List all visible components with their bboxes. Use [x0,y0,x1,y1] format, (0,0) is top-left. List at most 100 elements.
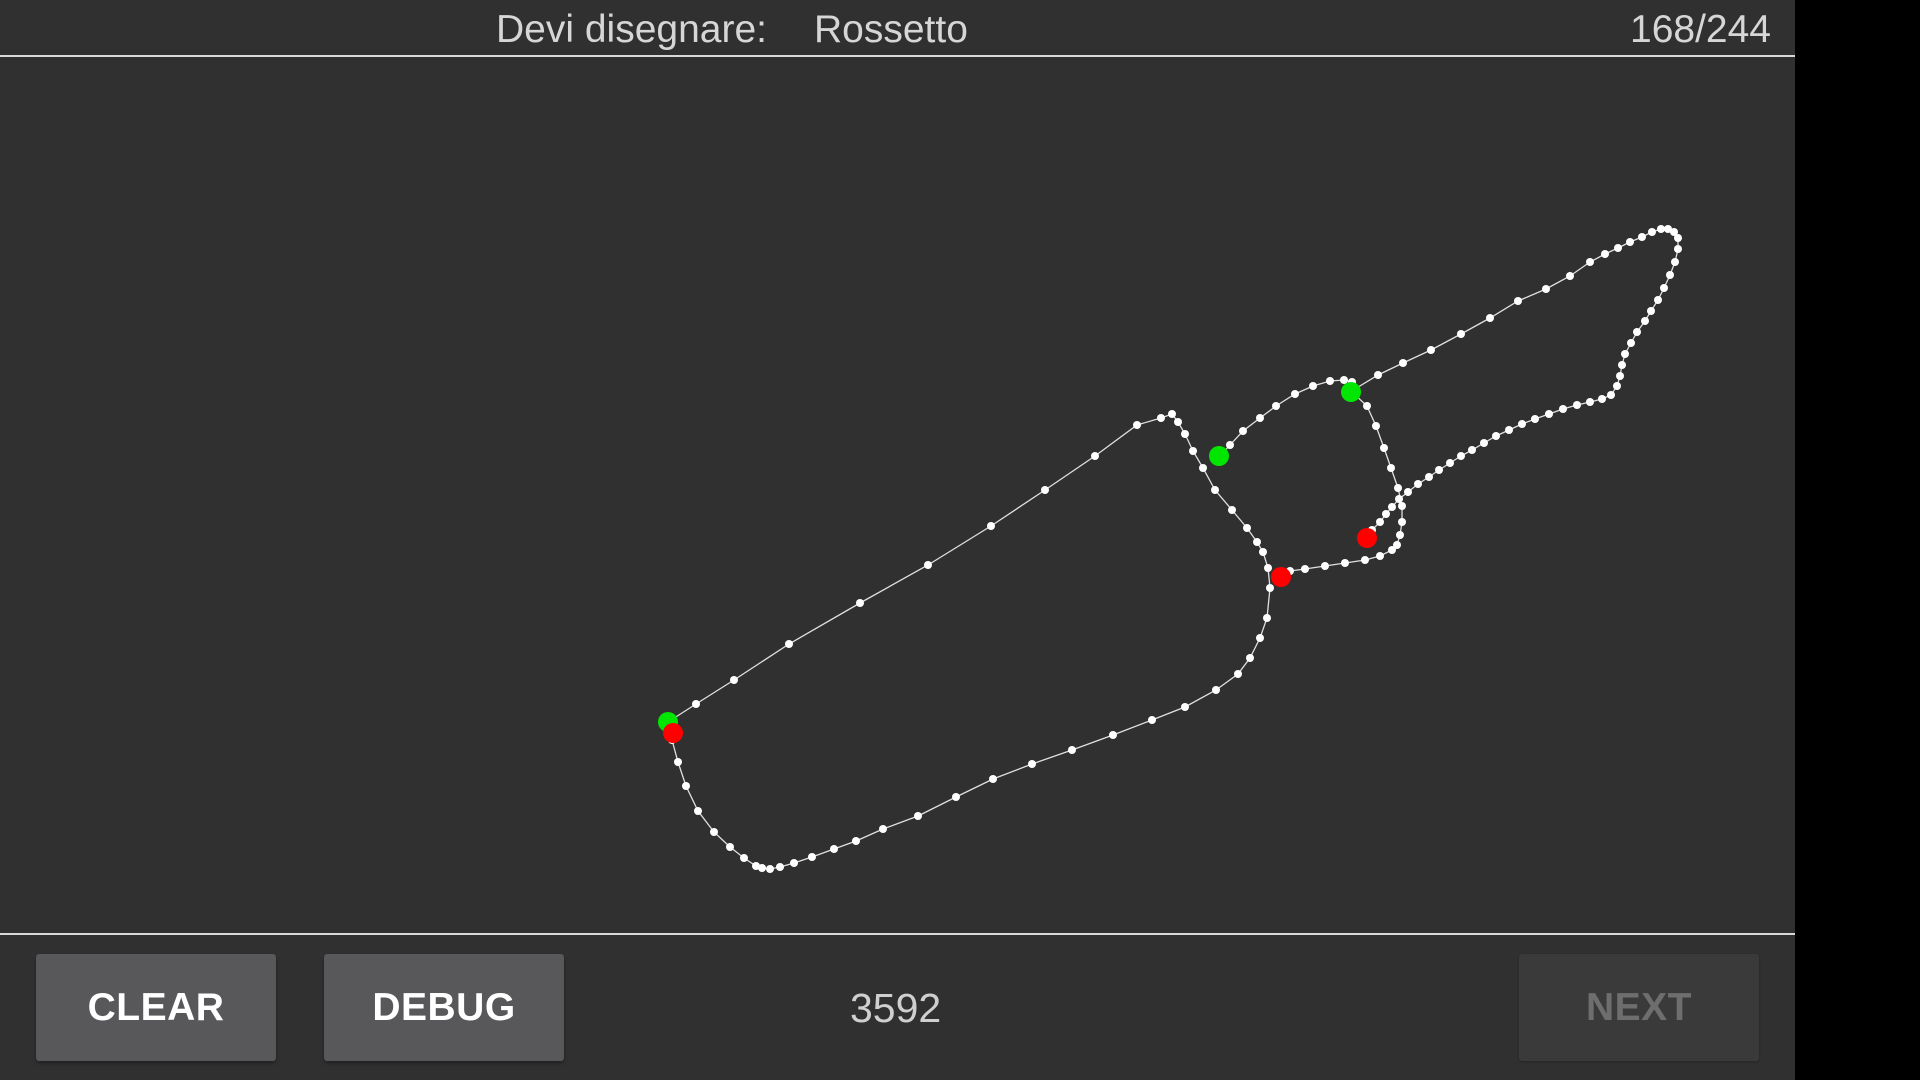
stroke-path-1 [667,413,1271,870]
stroke-point [1091,452,1099,460]
stroke-point [1388,503,1396,511]
prompt-word: Rossetto [814,8,968,51]
debug-button[interactable]: DEBUG [324,954,564,1061]
stroke-point [1674,234,1682,242]
stroke-markers [658,382,1377,743]
stroke-point [1601,250,1609,258]
stroke-point [1068,746,1076,754]
stroke-point [710,828,718,836]
stroke-point [1671,258,1679,266]
stroke-point [1226,441,1234,449]
stroke-point [1199,464,1207,472]
stroke-point [1181,430,1189,438]
stroke-point [740,854,748,862]
top-bar: Devi disegnare: Rossetto 168/244 [0,0,1795,57]
stroke-point [1613,382,1621,390]
stroke-point [730,676,738,684]
stroke-point [1492,432,1500,440]
stroke-point [924,561,932,569]
stroke-point [776,863,784,871]
stroke-point [1435,466,1443,474]
stroke-point [1263,614,1271,622]
stroke-point [1239,427,1247,435]
stroke-point [1566,272,1574,280]
drawing-app-screen: Devi disegnare: Rossetto 168/244 CLEAR D… [0,0,1795,1080]
stroke-point [1272,402,1280,410]
stroke-point [1598,395,1606,403]
stroke-point [1388,546,1396,554]
stroke-point [1041,486,1049,494]
sketch-svg[interactable] [0,59,1795,933]
stroke-point [1301,565,1309,573]
stroke-point [785,640,793,648]
stroke-point [1657,225,1665,233]
stroke-point [1542,285,1550,293]
stroke-start-marker [1209,446,1229,466]
stroke-point [1586,258,1594,266]
stroke-point [830,845,838,853]
bottom-divider [0,933,1795,935]
stroke-point [1291,390,1299,398]
stroke-point [1168,410,1176,418]
stroke-point [1372,422,1380,430]
stroke-point [682,782,690,790]
stroke-point [1259,548,1267,556]
stroke-point [1618,361,1626,369]
stroke-point [694,807,702,815]
stroke-point [1393,541,1401,549]
stroke-point [856,599,864,607]
stroke-point [1376,518,1384,526]
stroke-point [1309,382,1317,390]
score-value: 3592 [850,985,942,1031]
clear-button[interactable]: CLEAR [36,954,276,1061]
drawing-canvas[interactable] [0,59,1795,933]
stroke-point [1626,238,1634,246]
stroke-point [1321,562,1329,570]
stroke-point [1621,350,1629,358]
stroke-point [1514,297,1522,305]
stroke-end-marker [663,723,683,743]
stroke-point [1586,398,1594,406]
stroke-point [1361,556,1369,564]
next-button[interactable]: NEXT [1519,954,1759,1061]
stroke-points [664,225,1682,873]
stroke-point [752,862,760,870]
stroke-point [1627,339,1635,347]
stroke-point [1660,284,1668,292]
stroke-point [1376,552,1384,560]
stroke-point [1382,510,1390,518]
stroke-point [1148,716,1156,724]
stroke-point [1028,760,1036,768]
stroke-point [1256,634,1264,642]
stroke-point [1633,328,1641,336]
stroke-point [1545,410,1553,418]
stroke-point [1457,452,1465,460]
stroke-point [692,700,700,708]
stroke-end-marker [1357,528,1377,548]
stroke-point [1559,405,1567,413]
stroke-point [1341,559,1349,567]
stroke-point [1648,228,1656,236]
stroke-point [1480,439,1488,447]
stroke-point [1641,317,1649,325]
stroke-point [989,775,997,783]
stroke-lines [667,228,1679,870]
stroke-point [1468,446,1476,454]
stroke-point [1326,377,1334,385]
stroke-point [1363,402,1371,410]
stroke-point [1398,518,1406,526]
stroke-point [1374,371,1382,379]
side-strip [1795,0,1920,1080]
stroke-point [1616,372,1624,380]
stroke-point [1256,414,1264,422]
stroke-point [808,853,816,861]
stroke-start-marker [1341,382,1361,402]
stroke-path-2 [1219,379,1353,457]
stroke-point [1654,296,1662,304]
stroke-point [952,793,960,801]
stroke-path-3 [1281,391,1403,576]
stroke-point [1181,703,1189,711]
stroke-point [1266,584,1274,592]
stroke-point [1505,426,1513,434]
stroke-point [1243,524,1251,532]
